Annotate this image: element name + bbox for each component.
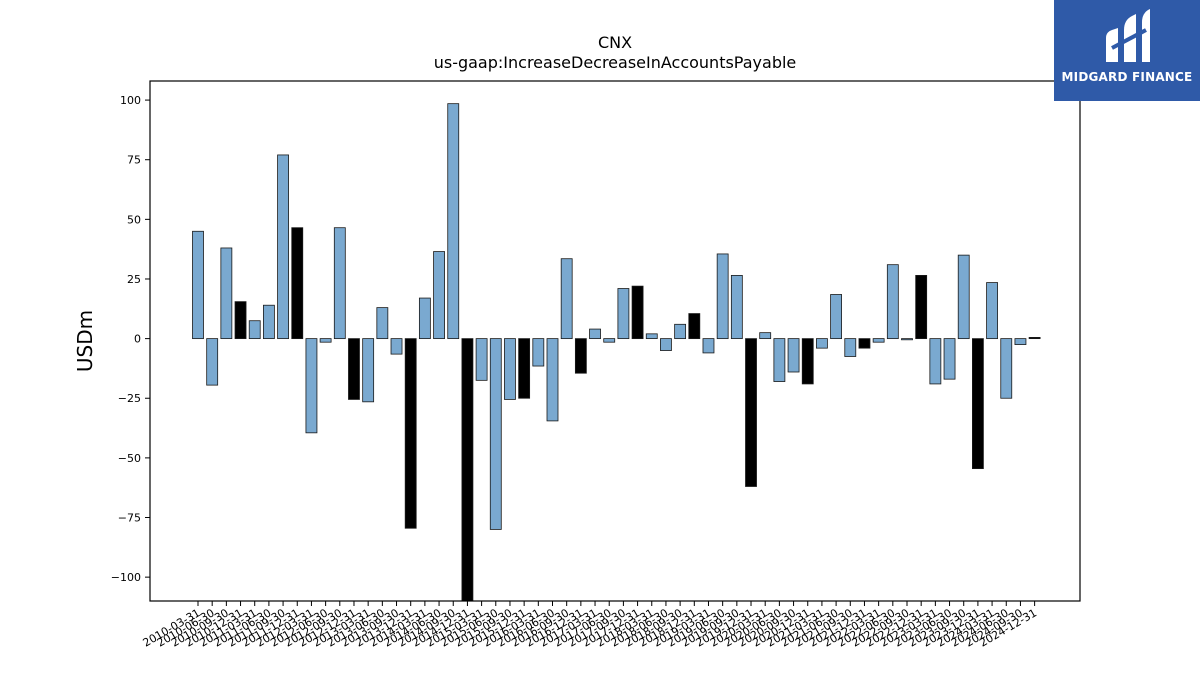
- bar-2013-06-30: [376, 307, 389, 340]
- y-tick-label: −25: [118, 392, 141, 405]
- bar-2024-06-30: [1000, 338, 1013, 399]
- chart-subtitle: us-gaap:IncreaseDecreaseInAccountsPayabl…: [434, 53, 797, 72]
- bar-2016-12-31: [574, 338, 587, 374]
- y-axis-ticks: 100 75 50 25 0 −25 −50 −75 −100: [111, 94, 150, 584]
- y-tick-label: −50: [118, 452, 141, 465]
- bars-group: [192, 103, 1041, 602]
- bar-2018-09-30: [674, 323, 687, 340]
- plot-frame: [149, 80, 1081, 602]
- bar-2015-12-31: [518, 338, 531, 399]
- bar-2011-06-30: [262, 304, 275, 340]
- y-tick-label: 50: [127, 213, 141, 226]
- bar-2022-03-31: [872, 338, 885, 343]
- bar-2019-12-31: [745, 338, 757, 487]
- bar-2020-12-31: [801, 338, 814, 385]
- bar-2017-09-30: [617, 288, 630, 340]
- bar-2012-09-30: [333, 227, 346, 340]
- y-tick-label: 75: [127, 154, 141, 167]
- bar-2015-06-30: [489, 338, 502, 530]
- bar-2021-12-31: [858, 338, 871, 349]
- bar-2012-03-31: [305, 338, 318, 434]
- bar-2021-06-30: [830, 294, 842, 340]
- bar-2020-09-30: [787, 338, 800, 373]
- y-tick-label: 100: [120, 94, 141, 107]
- bar-2015-09-30: [504, 338, 516, 400]
- bar-2024-09-30: [1014, 338, 1027, 345]
- bar-2018-12-31: [688, 313, 701, 340]
- bar-2011-09-30: [277, 154, 289, 340]
- x-axis-ticks: 2010-03-312010-06-302010-09-302010-12-31…: [141, 601, 1039, 650]
- y-tick-label: 0: [134, 333, 141, 346]
- bar-2022-12-31: [915, 274, 928, 340]
- bar-2011-12-31: [291, 227, 304, 340]
- bar-2011-03-31: [248, 320, 261, 340]
- bar-2016-09-30: [560, 258, 573, 340]
- y-tick-label: −75: [118, 512, 141, 525]
- bar-2013-09-30: [390, 338, 403, 355]
- bar-2014-12-31: [461, 338, 474, 602]
- bar-2010-03-31: [192, 230, 204, 340]
- bar-2017-12-31: [631, 285, 644, 340]
- y-tick-label: 25: [127, 273, 141, 286]
- bar-2016-06-30: [546, 338, 559, 422]
- bar-2017-03-31: [589, 328, 601, 340]
- brand-logo-text: MIDGARD FINANCE: [1061, 70, 1193, 84]
- y-tick-label: −100: [111, 571, 141, 584]
- brand-logo: MIDGARD FINANCE: [1054, 0, 1200, 101]
- bar-2016-03-31: [532, 338, 545, 367]
- bar-2024-12-31: [1028, 337, 1041, 340]
- bar-2012-12-31: [348, 338, 360, 400]
- bar-2017-06-30: [603, 338, 616, 343]
- bar-2018-06-30: [660, 338, 672, 351]
- bar-2014-06-30: [433, 251, 445, 340]
- bar-2010-12-31: [234, 301, 247, 340]
- bar-2022-09-30: [901, 338, 913, 341]
- bar-2019-09-30: [730, 274, 743, 340]
- bar-2020-03-31: [759, 332, 772, 340]
- bar-2018-03-31: [645, 333, 658, 340]
- bar-2014-03-31: [418, 297, 431, 340]
- midgard-mark-icon: [1106, 9, 1150, 62]
- bar-2013-12-31: [404, 338, 417, 529]
- bar-2019-06-30: [716, 253, 729, 340]
- bar-2019-03-31: [702, 338, 715, 354]
- bar-2020-06-30: [773, 338, 786, 382]
- bar-2012-06-30: [319, 338, 332, 343]
- bar-2023-12-31: [972, 338, 984, 470]
- bar-2023-03-31: [929, 338, 942, 385]
- chart-title: CNX: [598, 33, 632, 52]
- bar-2014-09-30: [447, 103, 460, 340]
- bar-2022-06-30: [886, 264, 899, 340]
- bar-2015-03-31: [475, 338, 488, 381]
- y-axis-label: USDm: [73, 310, 97, 372]
- bar-2023-06-30: [943, 338, 956, 380]
- bar-2010-06-30: [206, 338, 219, 386]
- bar-2024-03-31: [986, 282, 998, 340]
- bar-2023-09-30: [957, 254, 970, 340]
- bar-2021-09-30: [844, 338, 857, 357]
- bar-2021-03-31: [816, 338, 828, 349]
- bar-2010-09-30: [220, 247, 233, 340]
- bar-2013-03-31: [362, 338, 375, 403]
